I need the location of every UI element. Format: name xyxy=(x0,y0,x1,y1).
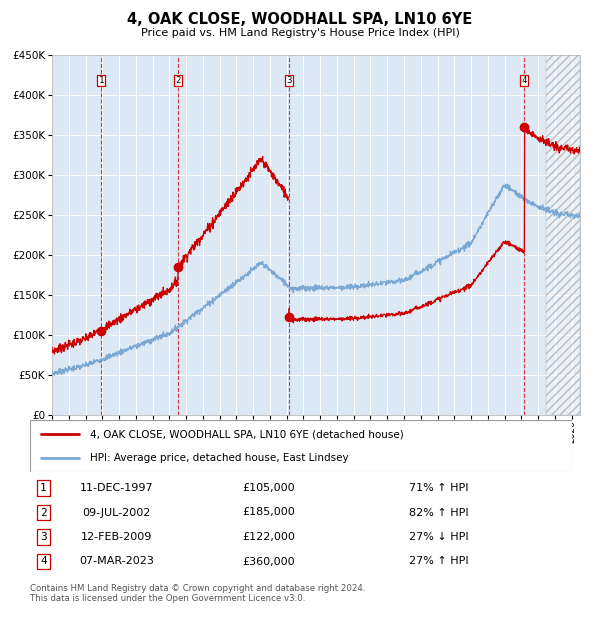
Text: 2: 2 xyxy=(175,76,181,85)
Text: 3: 3 xyxy=(40,532,47,542)
Text: 12-FEB-2009: 12-FEB-2009 xyxy=(81,532,152,542)
Text: 71% ↑ HPI: 71% ↑ HPI xyxy=(409,483,469,493)
Text: 4: 4 xyxy=(521,76,527,85)
Text: Contains HM Land Registry data © Crown copyright and database right 2024.
This d: Contains HM Land Registry data © Crown c… xyxy=(30,584,365,603)
Text: HPI: Average price, detached house, East Lindsey: HPI: Average price, detached house, East… xyxy=(89,453,348,463)
Text: 09-JUL-2002: 09-JUL-2002 xyxy=(83,508,151,518)
Text: £122,000: £122,000 xyxy=(242,532,295,542)
Text: 27% ↑ HPI: 27% ↑ HPI xyxy=(409,557,469,567)
Text: 07-MAR-2023: 07-MAR-2023 xyxy=(79,557,154,567)
Text: 4, OAK CLOSE, WOODHALL SPA, LN10 6YE (detached house): 4, OAK CLOSE, WOODHALL SPA, LN10 6YE (de… xyxy=(89,429,403,439)
Text: £360,000: £360,000 xyxy=(242,557,295,567)
Text: £185,000: £185,000 xyxy=(242,508,295,518)
Text: 4: 4 xyxy=(40,557,47,567)
Text: 27% ↓ HPI: 27% ↓ HPI xyxy=(409,532,469,542)
Text: £105,000: £105,000 xyxy=(242,483,295,493)
Text: Price paid vs. HM Land Registry's House Price Index (HPI): Price paid vs. HM Land Registry's House … xyxy=(140,28,460,38)
Text: 3: 3 xyxy=(286,76,292,85)
Text: 1: 1 xyxy=(40,483,47,493)
Text: 4, OAK CLOSE, WOODHALL SPA, LN10 6YE: 4, OAK CLOSE, WOODHALL SPA, LN10 6YE xyxy=(127,12,473,27)
Text: 2: 2 xyxy=(40,508,47,518)
Text: 1: 1 xyxy=(98,76,104,85)
Text: 11-DEC-1997: 11-DEC-1997 xyxy=(80,483,154,493)
Text: 82% ↑ HPI: 82% ↑ HPI xyxy=(409,508,469,518)
